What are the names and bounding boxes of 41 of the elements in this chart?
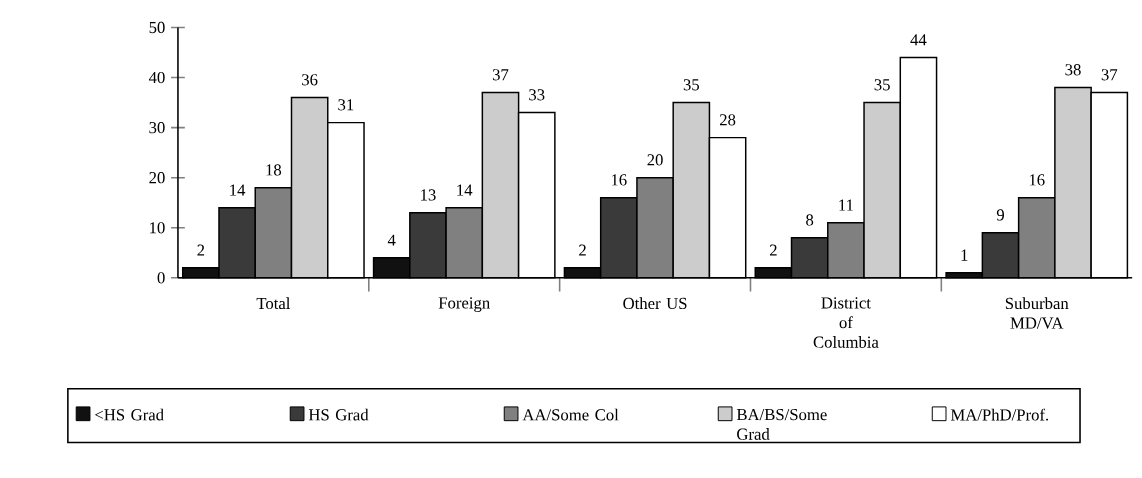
- legend-label: MA/PhD/Prof.: [950, 408, 1049, 421]
- data-label: 14: [457, 184, 473, 196]
- data-label: 36: [302, 74, 318, 86]
- x-tick-label: Foreign: [438, 297, 490, 312]
- y-tick-label: 40: [148, 71, 165, 84]
- data-label: 37: [492, 69, 509, 81]
- data-label: 44: [910, 34, 927, 46]
- data-label: 2: [579, 244, 586, 256]
- y-tick-label: 10: [150, 222, 165, 234]
- x-tick-label: Total: [256, 297, 291, 310]
- data-label: 9: [996, 209, 1004, 221]
- data-label: 13: [421, 189, 436, 201]
- data-label: 31: [338, 99, 354, 111]
- x-tick-label: District of Columbia: [813, 297, 879, 348]
- legend-label: <HS Grad: [95, 408, 164, 421]
- data-label: 14: [230, 184, 246, 196]
- y-tick-label: 0: [157, 272, 165, 284]
- y-tick-label: 30: [149, 121, 165, 134]
- data-label: 38: [1065, 64, 1081, 76]
- data-label: 35: [874, 79, 890, 91]
- data-label: 2: [769, 244, 777, 256]
- data-label: 11: [839, 199, 853, 211]
- data-label: 1: [961, 249, 968, 261]
- x-tick-label: Other US: [623, 297, 687, 310]
- y-tick-label: 20: [149, 172, 165, 184]
- x-tick-label: Suburban MD/VA: [1005, 297, 1069, 329]
- legend-label: AA/Some Col: [522, 408, 619, 421]
- data-label: 18: [266, 164, 282, 176]
- data-label: 37: [1101, 69, 1118, 81]
- y-tick-label: 50: [149, 21, 165, 34]
- legend-label: HS Grad: [308, 408, 369, 421]
- data-label: 16: [1029, 174, 1045, 186]
- data-label: 2: [197, 244, 205, 256]
- data-label: 4: [387, 234, 396, 246]
- data-label: 8: [806, 214, 814, 226]
- data-label: 20: [647, 154, 663, 166]
- data-label: 35: [683, 79, 700, 91]
- legend-label: BA/BS/Some Grad: [736, 408, 827, 440]
- data-label: 33: [529, 89, 545, 101]
- data-label: 16: [611, 174, 627, 186]
- data-label: 28: [719, 114, 736, 126]
